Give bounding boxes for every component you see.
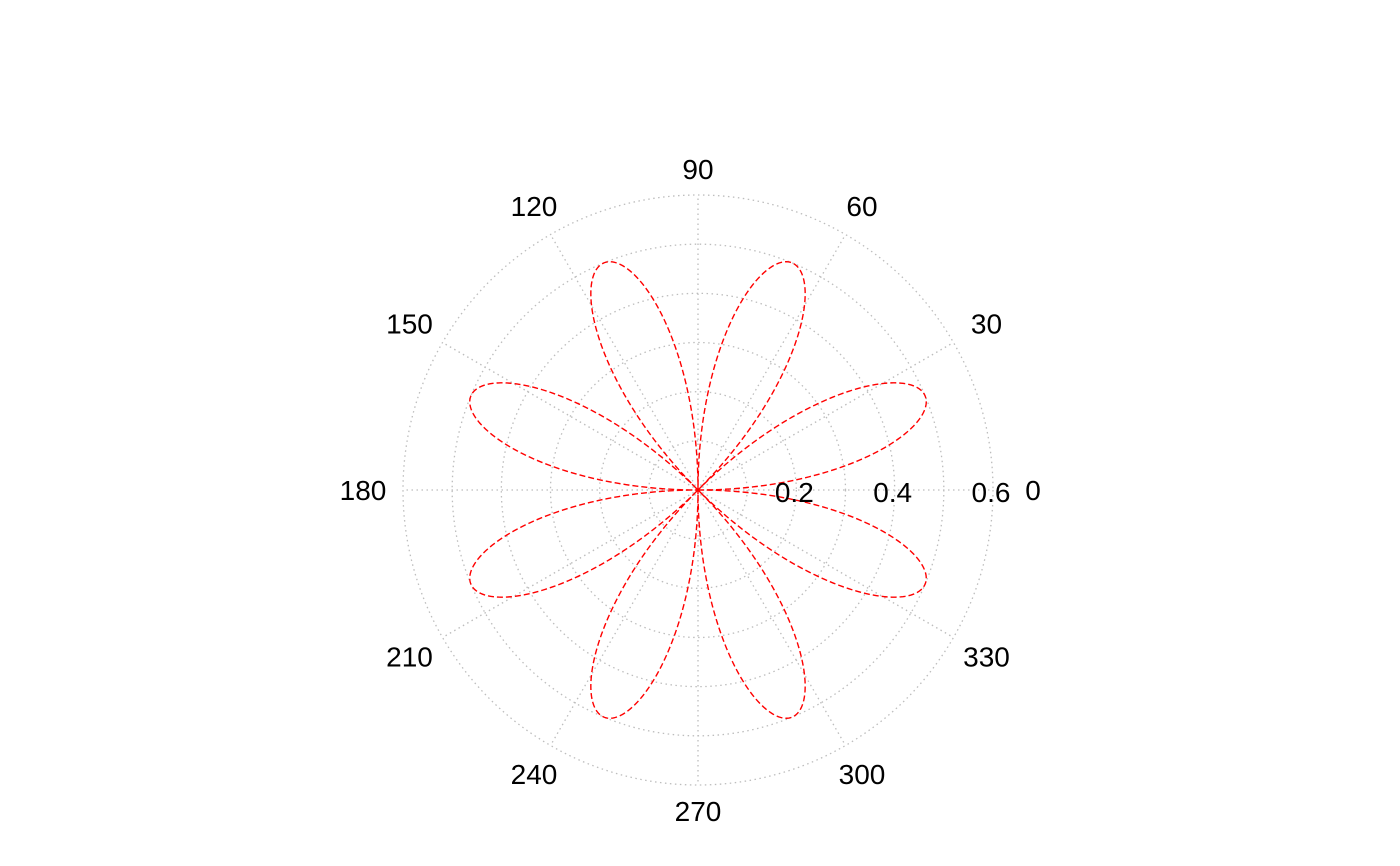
series-layer [469, 261, 927, 719]
spoke-60 [697, 234, 847, 491]
spoke-330 [697, 489, 954, 639]
r-tick-label: 0.2 [775, 477, 814, 508]
spoke-30 [697, 341, 954, 491]
theta-tick-label: 150 [386, 308, 433, 339]
r-tick-label: 0.4 [873, 477, 912, 508]
theta-tick-label: 120 [511, 191, 558, 222]
theta-tick-label: 330 [963, 642, 1010, 673]
ring-minor [549, 341, 847, 639]
spoke-300 [697, 489, 847, 746]
theta-tick-label: 270 [675, 796, 722, 827]
tick-labels: 0 30 60 90 120 150 180 210 240 270 300 330 0.2 0.4 0.6 [340, 154, 1041, 827]
theta-tick-label: 0 [1025, 475, 1041, 506]
theta-tick-label: 210 [386, 642, 433, 673]
spoke-240 [549, 489, 699, 746]
theta-tick-label: 240 [511, 759, 558, 790]
ring-0.2 [599, 391, 797, 589]
ring-0.4 [500, 292, 896, 688]
theta-tick-label: 300 [839, 759, 886, 790]
ring-0.6 [402, 194, 994, 786]
theta-tick-label: 180 [340, 475, 387, 506]
series-line [469, 261, 927, 719]
theta-tick-label: 30 [971, 308, 1002, 339]
polar-grid [402, 194, 994, 786]
theta-tick-label: 90 [682, 154, 713, 185]
ring-minor [648, 440, 748, 540]
theta-tick-label: 60 [846, 191, 877, 222]
spoke-210 [442, 489, 699, 639]
r-tick-label: 0.6 [972, 477, 1011, 508]
spoke-120 [549, 234, 699, 491]
ring-minor [451, 243, 945, 737]
